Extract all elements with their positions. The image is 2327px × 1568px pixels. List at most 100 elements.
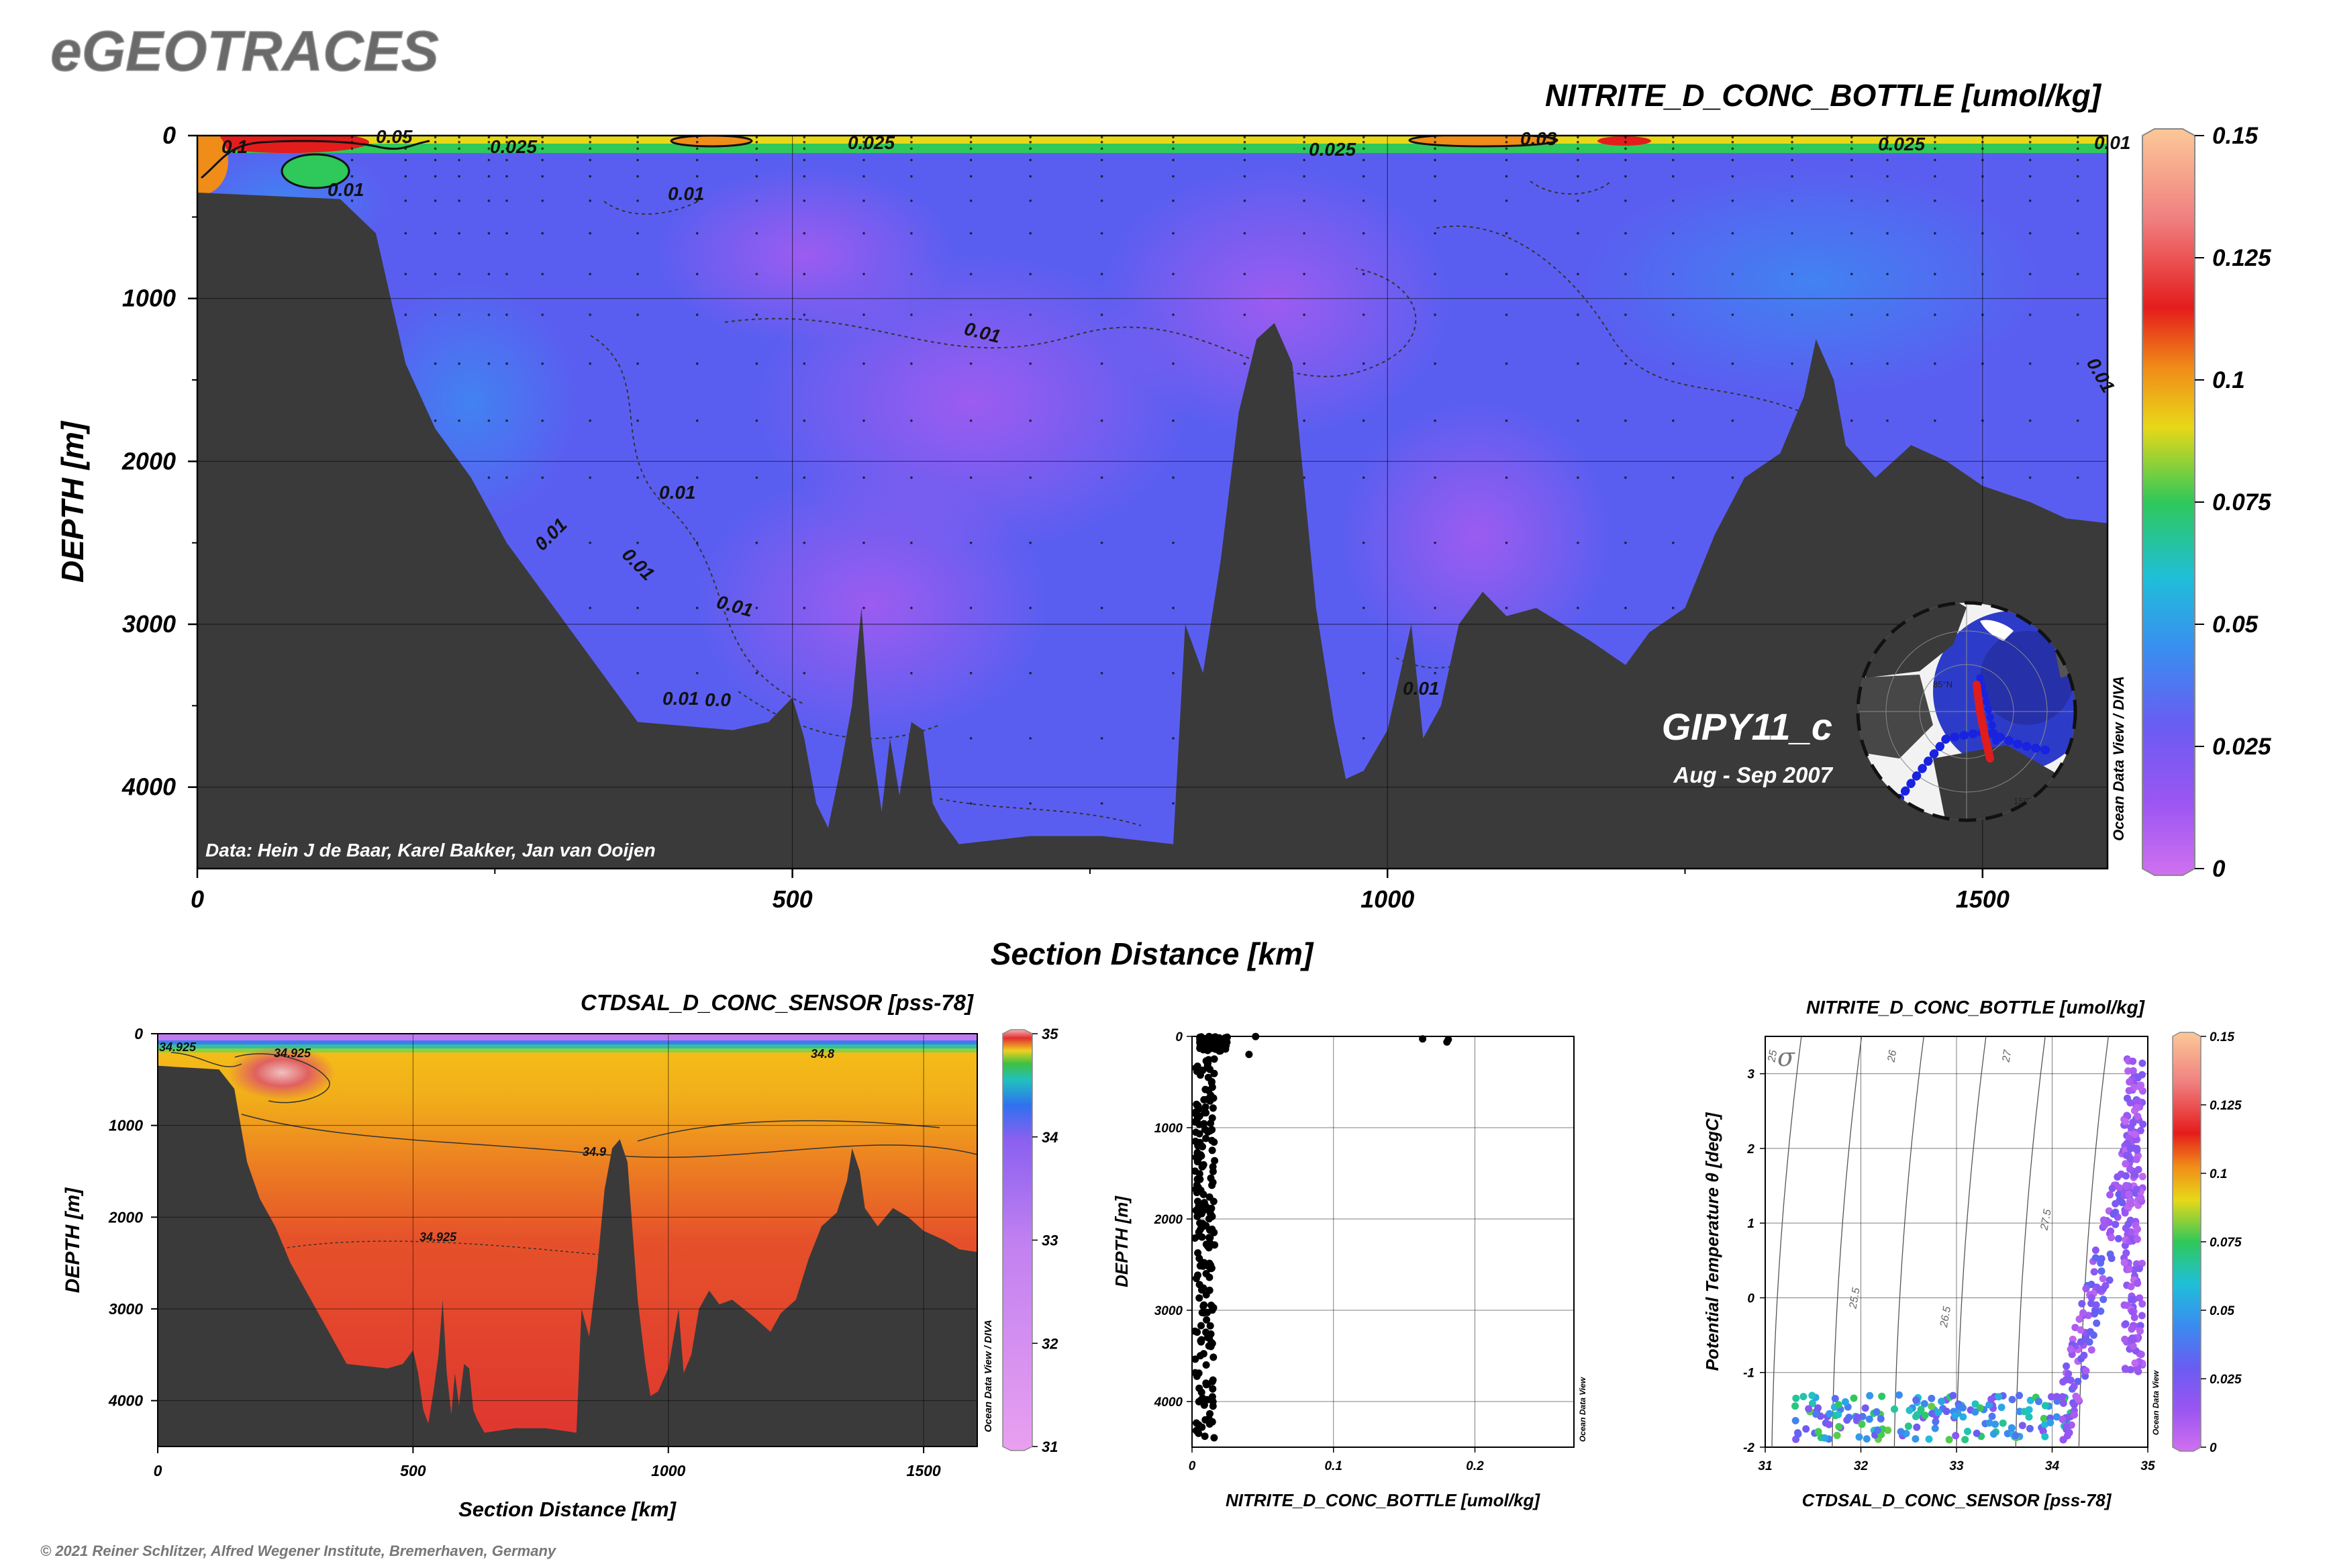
station-sample-dot — [1172, 476, 1175, 479]
station-sample-dot — [1850, 199, 1853, 202]
station-sample-dot — [1934, 199, 1936, 202]
station-sample-dot — [969, 199, 973, 202]
station-sample-dot — [1850, 419, 1853, 422]
station-sample-dot — [1100, 606, 1103, 609]
ts-data-point — [1831, 1395, 1839, 1403]
station-sample-dot — [1577, 175, 1579, 178]
ts-data-point — [2121, 1242, 2129, 1249]
station-sample-dot — [695, 419, 699, 422]
station-sample-dot — [487, 136, 491, 139]
station-sample-dot — [862, 140, 865, 144]
ts-data-point — [2130, 1171, 2138, 1179]
profile-data-point — [1202, 1270, 1210, 1277]
profile-data-point — [1205, 1056, 1213, 1064]
profile-data-point — [1210, 1055, 1218, 1063]
contour-line — [281, 153, 350, 189]
station-sample-dot — [589, 313, 591, 316]
station-sample-dot — [695, 199, 699, 202]
ts-data-point — [1912, 1435, 1920, 1443]
station-sample-dot — [505, 199, 508, 202]
station-sample-dot — [1303, 419, 1305, 422]
ts-data-point — [2008, 1424, 2016, 1432]
ts-data-point — [2040, 1414, 2048, 1422]
station-sample-dot — [434, 158, 437, 162]
ts-data-point — [1808, 1391, 1816, 1400]
ts-data-point — [2052, 1393, 2061, 1401]
station-sample-dot — [2028, 362, 2032, 365]
station-sample-dot — [458, 273, 460, 276]
station-sample-dot — [755, 672, 758, 675]
station-sample-dot — [1850, 313, 1853, 316]
profile-data-point — [1191, 1355, 1199, 1363]
station-sample-dot — [1850, 147, 1853, 150]
ts-data-point — [2082, 1335, 2090, 1343]
station-sample-dot — [695, 362, 699, 365]
station-sample-dot — [695, 140, 699, 144]
station-sample-dot — [1243, 175, 1246, 178]
station-sample-dot — [2076, 273, 2079, 276]
ts-data-point — [2026, 1396, 2034, 1404]
profile-data-point — [1201, 1103, 1209, 1111]
ts-data-point — [2059, 1416, 2067, 1423]
salinity-high-core — [228, 1046, 336, 1099]
station-sample-dot — [969, 313, 973, 316]
main-contour-label: 0.01 — [2094, 132, 2131, 153]
main-y-tick-label: 4000 — [121, 773, 176, 801]
station-sample-dot — [1029, 199, 1032, 202]
ts-data-point — [2106, 1191, 2114, 1199]
station-sample-dot — [755, 232, 758, 235]
ts-data-point — [2046, 1419, 2054, 1426]
station-sample-dot — [1934, 175, 1936, 178]
profile-y-tick-label: 4000 — [1154, 1395, 1183, 1410]
station-sample-dot — [1850, 232, 1853, 235]
station-sample-dot — [589, 175, 591, 178]
profile-data-point — [1208, 1146, 1216, 1155]
main-x-tick-label: 500 — [773, 885, 813, 913]
profile-data-point — [1209, 1104, 1217, 1112]
profile-data-point — [1222, 1042, 1230, 1050]
station-sample-dot — [404, 175, 407, 178]
station-sample-dot — [636, 313, 639, 316]
ts-isopycnal-labels: 25 25.5 26 26.5 27 27.5 — [1766, 1048, 2053, 1329]
station-sample-dot — [350, 175, 354, 178]
main-x-axis-label: Section Distance [km] — [991, 936, 1314, 971]
ts-data-point — [1995, 1393, 2003, 1401]
profile-data-point — [1209, 1376, 1217, 1384]
station-sample-dot — [1731, 313, 1734, 316]
profile-data-point — [1200, 1199, 1208, 1207]
blue-patch — [1584, 168, 2040, 396]
station-sample-dot — [910, 147, 913, 150]
ts-data-point — [2136, 1265, 2143, 1273]
station-sample-dot — [636, 419, 639, 422]
ts-data-point — [1938, 1398, 1946, 1406]
station-sample-dot — [1303, 362, 1305, 365]
station-sample-dot — [434, 362, 437, 365]
contour-line — [1530, 181, 1612, 195]
profile-data-point — [1202, 1361, 1210, 1369]
ts-data-point — [1897, 1428, 1905, 1436]
station-sample-dot — [1672, 606, 1675, 609]
station-sample-dot — [1624, 199, 1627, 202]
salinity-chart-title: CTDSAL_D_CONC_SENSOR [pss-78] — [581, 990, 974, 1015]
station-sample-dot — [1100, 147, 1103, 150]
station-sample-dot — [910, 232, 913, 235]
station-sample-dot — [1100, 140, 1103, 144]
profile-data-point — [1196, 1397, 1204, 1405]
station-sample-dot — [1434, 606, 1436, 609]
profile-data-point — [1209, 1402, 1217, 1410]
station-sample-dot — [1362, 419, 1365, 422]
salinity-section-chart: CTDSAL_D_CONC_SENSOR [pss-78] — [62, 990, 1058, 1521]
station-sample-dot — [541, 140, 544, 144]
copyright-text: © 2021 Reiner Schlitzer, Alfred Wegener … — [40, 1542, 557, 1559]
ts-data-point — [2123, 1112, 2131, 1120]
ts-data-point — [2052, 1413, 2061, 1421]
station-sample-dot — [2028, 140, 2032, 144]
station-sample-dot — [1934, 362, 1936, 365]
station-sample-dot — [695, 672, 699, 675]
ts-data-point — [2087, 1294, 2095, 1302]
ts-data-point — [2128, 1308, 2136, 1316]
station-sample-dot — [1624, 541, 1627, 544]
station-sample-dot — [1029, 273, 1032, 276]
station-sample-dot — [1100, 672, 1103, 675]
profile-data-point — [1199, 1161, 1207, 1169]
